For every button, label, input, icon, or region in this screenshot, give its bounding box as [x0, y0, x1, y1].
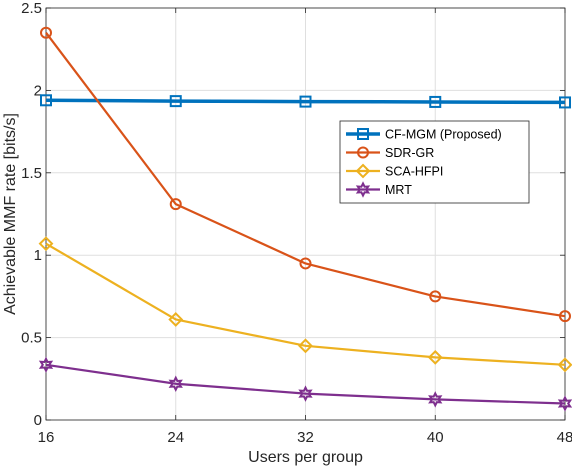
legend-marker	[357, 128, 369, 140]
data-point	[559, 96, 571, 109]
data-point	[428, 391, 443, 408]
data-point	[40, 26, 52, 39]
series-mrt	[38, 356, 572, 412]
legend-item: SCA-HFPI	[346, 163, 443, 179]
data-point	[298, 338, 313, 354]
x-tick-label: 24	[167, 429, 184, 446]
x-axis-label: Users per group	[248, 449, 363, 466]
data-point	[429, 95, 442, 108]
series-cf-mgm-proposed	[40, 94, 571, 109]
legend-marker	[355, 163, 371, 179]
x-tick-label: 40	[427, 429, 444, 446]
data-point	[168, 312, 184, 327]
y-tick-label: 0.5	[21, 330, 42, 347]
y-tick-label: 0	[34, 412, 42, 429]
legend-label: SDR-GR	[385, 146, 434, 160]
legend-item: CF-MGM (Proposed)	[346, 128, 502, 142]
grid-lines	[45, 7, 566, 421]
data-point	[557, 357, 572, 373]
y-tick-label: 2	[34, 82, 42, 99]
series-line	[45, 363, 566, 405]
data-point	[299, 95, 312, 108]
series-sca-hfpi	[38, 236, 572, 373]
legend: CF-MGM (Proposed) SDR-GR SCA-HFPI MRT	[339, 120, 530, 204]
y-axis-label: Achievable MMF rate [bits/s]	[2, 113, 19, 315]
data-point	[427, 349, 443, 365]
data-point	[557, 395, 572, 412]
data-point	[38, 236, 54, 252]
legend-marker	[355, 181, 371, 198]
data-point	[168, 375, 183, 392]
series-line	[45, 242, 566, 366]
y-tick-label: 2.5	[21, 0, 42, 17]
data-point	[38, 356, 54, 374]
data-point	[40, 94, 52, 107]
legend-label: MRT	[385, 183, 412, 197]
y-tick-label: 1	[34, 247, 42, 264]
series-sdr-gr	[40, 26, 571, 323]
series-line	[45, 32, 566, 318]
series-lines	[38, 26, 572, 412]
x-tick-label: 32	[297, 429, 314, 446]
data-point	[169, 95, 182, 108]
legend-item: SDR-GR	[346, 146, 434, 160]
series-line	[45, 98, 566, 105]
legend-label: CF-MGM (Proposed)	[385, 128, 502, 142]
x-tick-label: 16	[38, 429, 55, 446]
data-point	[559, 310, 571, 323]
data-point	[169, 198, 182, 211]
axis-ticks: 16 24 32 40 48 0 0.5 1 1.5 2 2.5	[21, 0, 572, 446]
x-tick-label: 48	[557, 429, 572, 446]
data-point	[299, 257, 312, 270]
legend-marker	[357, 146, 369, 159]
legend-item: MRT	[346, 181, 412, 198]
legend-label: SCA-HFPI	[385, 165, 443, 179]
y-tick-label: 1.5	[21, 165, 42, 182]
data-point	[429, 290, 442, 303]
data-point	[298, 385, 313, 402]
